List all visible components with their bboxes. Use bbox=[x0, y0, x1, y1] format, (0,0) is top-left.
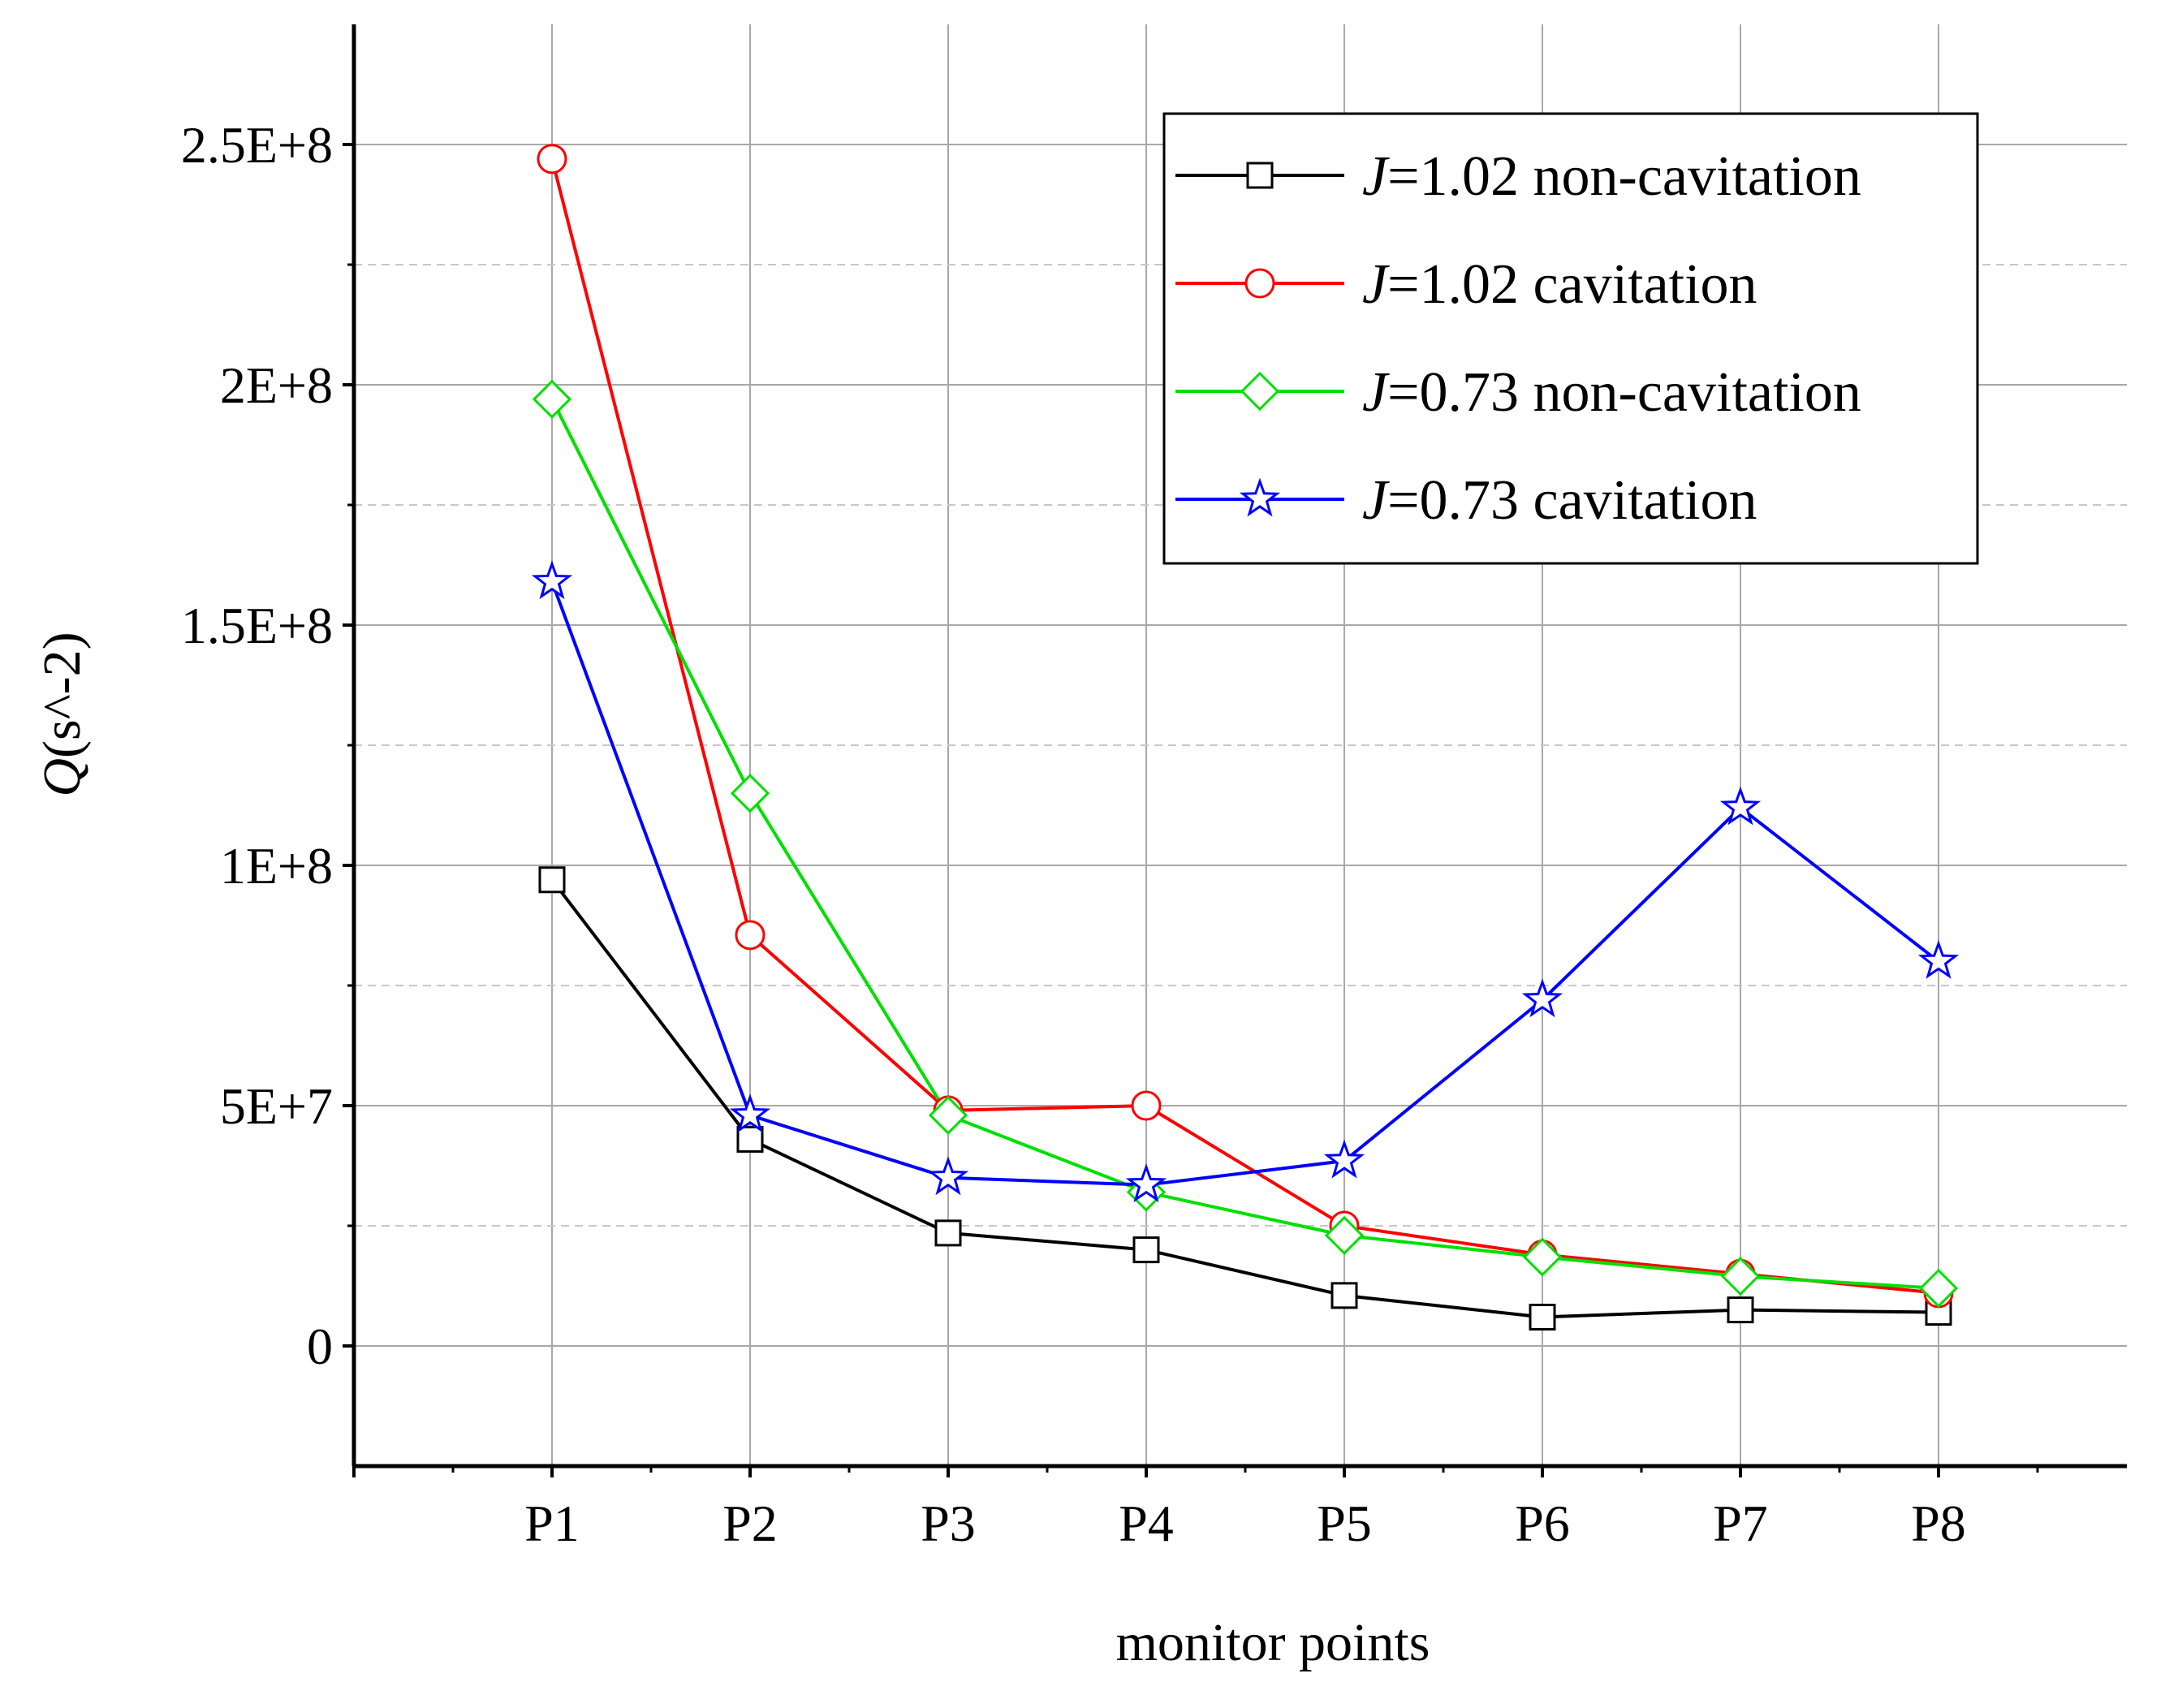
y-tick-label: 1E+8 bbox=[220, 837, 333, 895]
y-tick-label: 5E+7 bbox=[220, 1077, 333, 1135]
series-4-point-p5 bbox=[1323, 1139, 1365, 1179]
series-1-point-p4 bbox=[1132, 1236, 1160, 1264]
legend-entry-1: J=1.02 non-cavitation bbox=[1175, 145, 1861, 208]
y-tick-label: 0 bbox=[307, 1318, 333, 1375]
legend-label-symbol: J bbox=[1362, 145, 1390, 208]
legend-entry-2: J=1.02 cavitation bbox=[1175, 253, 1757, 316]
series-4-point-p2 bbox=[729, 1093, 771, 1133]
series-3-point-p1 bbox=[532, 379, 572, 419]
y-axis-title-symbol: Q bbox=[32, 758, 92, 797]
legend-label: J=1.02 cavitation bbox=[1362, 253, 1757, 316]
x-tick-label-p3: P3 bbox=[921, 1494, 976, 1552]
series-1-point-p1 bbox=[538, 866, 566, 894]
series-4-point-p4 bbox=[1125, 1163, 1167, 1203]
series-lines bbox=[550, 158, 1940, 1319]
y-axis-title-unit: (s^-2) bbox=[32, 632, 92, 758]
y-axis-title: Q(s^-2) bbox=[32, 632, 92, 796]
legend-entry-4: J=0.73 cavitation bbox=[1175, 469, 1757, 532]
series-3-point-p5 bbox=[1324, 1215, 1365, 1255]
svg-text:Q(s^-2): Q(s^-2) bbox=[32, 632, 92, 796]
x-axis-title: monitor points bbox=[1116, 1613, 1430, 1672]
legend-swatch-marker bbox=[1244, 268, 1275, 299]
legend-entry-3: J=0.73 non-cavitation bbox=[1175, 361, 1861, 424]
series-1-point-p5 bbox=[1330, 1282, 1358, 1309]
x-tick-label-p5: P5 bbox=[1317, 1494, 1372, 1552]
series-1-point-p7 bbox=[1727, 1296, 1754, 1324]
legend-label: J=0.73 non-cavitation bbox=[1362, 361, 1861, 424]
series-4-point-p3 bbox=[927, 1156, 969, 1196]
series-4-point-p6 bbox=[1521, 978, 1563, 1018]
series-line-1 bbox=[550, 878, 1939, 1319]
legend-label: J=1.02 non-cavitation bbox=[1362, 145, 1861, 208]
series-3-point-p3 bbox=[928, 1095, 968, 1135]
series-3-point-p6 bbox=[1522, 1237, 1563, 1277]
legend-label-symbol: J bbox=[1362, 469, 1390, 532]
legend-label-text: =1.02 cavitation bbox=[1387, 253, 1757, 316]
y-tick-label: 2E+8 bbox=[220, 356, 333, 414]
series-3-point-p2 bbox=[730, 774, 770, 813]
legend-box bbox=[1162, 112, 1979, 565]
legend-swatch-marker bbox=[1240, 371, 1280, 412]
x-tick-label-p8: P8 bbox=[1911, 1494, 1966, 1552]
legend-label-text: =1.02 non-cavitation bbox=[1387, 145, 1861, 208]
series-4-point-p7 bbox=[1719, 786, 1762, 826]
y-tick-label: 2.5E+8 bbox=[181, 116, 333, 174]
series-1-point-p6 bbox=[1529, 1303, 1556, 1331]
y-tick-label: 1.5E+8 bbox=[181, 597, 333, 654]
legend-label-text: =0.73 non-cavitation bbox=[1387, 361, 1861, 424]
legend-swatch-marker bbox=[1246, 162, 1274, 189]
series-1-point-p2 bbox=[736, 1125, 764, 1153]
series-3-point-p8 bbox=[1918, 1268, 1959, 1309]
x-tick-label-p4: P4 bbox=[1119, 1494, 1174, 1552]
legend-label-symbol: J bbox=[1362, 361, 1390, 424]
x-tick-label-p7: P7 bbox=[1713, 1494, 1768, 1552]
series-line-4 bbox=[550, 581, 1940, 1187]
legend-label-symbol: J bbox=[1362, 253, 1390, 316]
series-3-point-p7 bbox=[1720, 1257, 1761, 1296]
x-tick-label-p2: P2 bbox=[722, 1494, 778, 1552]
x-tick-label-p6: P6 bbox=[1515, 1494, 1570, 1552]
series-markers bbox=[531, 144, 1960, 1331]
x-tick-label-p1: P1 bbox=[524, 1494, 580, 1552]
tick-labels: 0 5E+7 1E+8 1.5E+8 2E+8 2.5E+8 P1 P2 P3 P4 P5 P6 P7 P… bbox=[181, 116, 1966, 1552]
legend-swatch-marker bbox=[1239, 477, 1281, 517]
axes bbox=[343, 24, 2127, 1477]
series-line-2 bbox=[550, 158, 1939, 1295]
legend-label-text: =0.73 cavitation bbox=[1387, 469, 1757, 532]
series-1-point-p3 bbox=[934, 1219, 962, 1247]
series-4-point-p1 bbox=[531, 560, 573, 600]
series-2-point-p1 bbox=[537, 144, 567, 175]
series-2-point-p2 bbox=[735, 920, 766, 951]
series-2-point-p4 bbox=[1131, 1090, 1162, 1121]
series-4-point-p8 bbox=[1917, 939, 1960, 979]
legend-label: J=0.73 cavitation bbox=[1362, 469, 1757, 532]
series-line-3 bbox=[550, 398, 1939, 1290]
